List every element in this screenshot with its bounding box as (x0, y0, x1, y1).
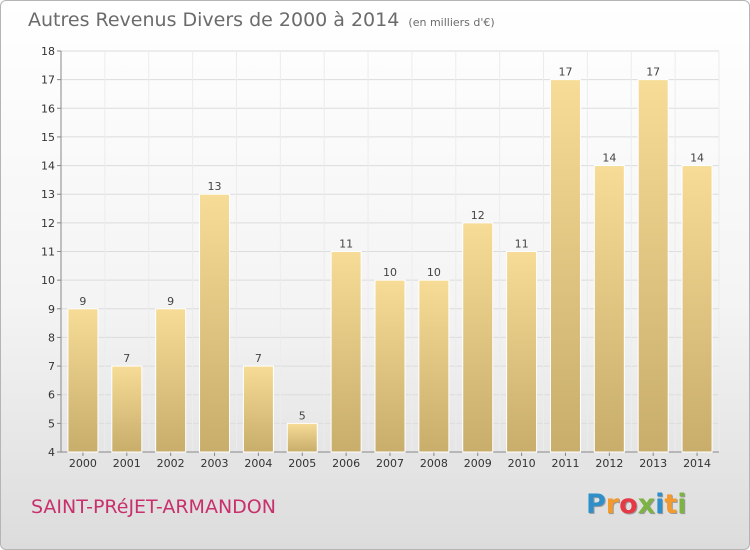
x-tick-label: 2008 (420, 457, 448, 470)
x-tick-label: 2005 (288, 457, 316, 470)
logo-letter: i (677, 489, 687, 520)
bar (111, 365, 143, 453)
x-tick-label: 2002 (157, 457, 185, 470)
y-tick-label: 15 (41, 131, 55, 144)
data-label: 7 (123, 352, 130, 365)
data-label: 11 (339, 238, 353, 251)
bar (199, 193, 231, 453)
x-tick-label: 2009 (464, 457, 492, 470)
x-tick-label: 2004 (244, 457, 272, 470)
y-tick-label: 13 (41, 188, 55, 201)
bar (242, 365, 274, 453)
logo-letter: r (605, 489, 620, 520)
data-label: 11 (515, 238, 529, 251)
bar (637, 79, 669, 453)
y-tick-label: 11 (41, 246, 55, 259)
chart-unit: (en milliers d'€) (408, 16, 495, 29)
y-tick-label: 10 (41, 274, 55, 287)
logo-letter: t (664, 489, 678, 520)
logo-letter: x (637, 489, 656, 520)
labels: 9 2000 7 2001 9 2002 13 2003 7 2004 5 2005 11 2006 10 2… (69, 66, 711, 470)
y-tick-label: 7 (48, 360, 55, 373)
logo-letter: i (655, 489, 665, 520)
data-label: 9 (79, 295, 86, 308)
bars (67, 79, 713, 453)
bar (593, 165, 625, 453)
logo-letter: o (619, 489, 638, 520)
data-label: 14 (690, 152, 704, 165)
bar (418, 279, 450, 453)
y-tick-label: 6 (48, 389, 55, 402)
y-tick-label: 17 (41, 74, 55, 87)
data-label: 17 (646, 66, 660, 79)
data-label: 13 (208, 180, 222, 193)
y-tick-label: 18 (41, 45, 55, 58)
y-tick-label: 14 (41, 160, 55, 173)
data-label: 9 (167, 295, 174, 308)
chart-title: Autres Revenus Divers de 2000 à 2014 (28, 9, 400, 31)
y-tick-label: 12 (41, 217, 55, 230)
x-tick-label: 2011 (551, 457, 579, 470)
data-label: 10 (383, 266, 397, 279)
x-tick-label: 2001 (113, 457, 141, 470)
data-label: 14 (602, 152, 616, 165)
bar (330, 251, 362, 453)
data-label: 7 (255, 352, 262, 365)
x-tick-label: 2007 (376, 457, 404, 470)
y-tick-label: 4 (48, 446, 55, 459)
x-tick-label: 2013 (639, 457, 667, 470)
bar (506, 251, 538, 453)
x-tick-label: 2000 (69, 457, 97, 470)
logo-letter: P (586, 489, 606, 520)
proxiti-logo[interactable]: Proxiti (586, 489, 687, 520)
bar (155, 308, 187, 453)
y-tick-label: 8 (48, 331, 55, 344)
bar (374, 279, 406, 453)
x-tick-label: 2006 (332, 457, 360, 470)
commune-name: SAINT-PRéJET-ARMANDON (31, 496, 276, 518)
data-label: 17 (558, 66, 572, 79)
bar (681, 165, 713, 453)
data-label: 10 (427, 266, 441, 279)
bar (67, 308, 99, 453)
y-tick-label: 5 (48, 417, 55, 430)
title-row: Autres Revenus Divers de 2000 à 2014 (en… (28, 9, 495, 31)
x-tick-label: 2010 (508, 457, 536, 470)
data-label: 5 (299, 409, 306, 422)
bar (549, 79, 581, 453)
bar (286, 422, 318, 453)
y-tick-label: 16 (41, 102, 55, 115)
data-label: 12 (471, 209, 485, 222)
x-tick-label: 2014 (683, 457, 711, 470)
y-tick-label: 9 (48, 303, 55, 316)
x-tick-label: 2003 (201, 457, 229, 470)
x-tick-label: 2012 (595, 457, 623, 470)
bar (462, 222, 494, 453)
